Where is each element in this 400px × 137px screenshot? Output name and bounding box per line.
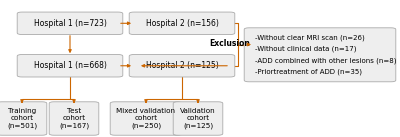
Text: Exclusion: Exclusion bbox=[210, 39, 250, 48]
FancyBboxPatch shape bbox=[244, 28, 396, 82]
Text: -Without clinical data (n=17): -Without clinical data (n=17) bbox=[255, 46, 356, 52]
FancyBboxPatch shape bbox=[173, 102, 223, 135]
Text: -Without clear MRI scan (n=26): -Without clear MRI scan (n=26) bbox=[255, 34, 365, 41]
Text: Hospital 1 (n=668): Hospital 1 (n=668) bbox=[34, 61, 106, 70]
Text: -ADD combined with other lesions (n=8): -ADD combined with other lesions (n=8) bbox=[255, 57, 396, 64]
Text: Hospital 1 (n=723): Hospital 1 (n=723) bbox=[34, 19, 106, 28]
FancyBboxPatch shape bbox=[129, 12, 235, 35]
FancyBboxPatch shape bbox=[17, 12, 123, 35]
FancyBboxPatch shape bbox=[110, 102, 182, 135]
FancyBboxPatch shape bbox=[17, 55, 123, 77]
FancyBboxPatch shape bbox=[49, 102, 99, 135]
Text: Validation
cohort
(n=125): Validation cohort (n=125) bbox=[180, 108, 216, 129]
Text: Test
cohort
(n=167): Test cohort (n=167) bbox=[59, 108, 89, 129]
Text: Hospital 2 (n=156): Hospital 2 (n=156) bbox=[146, 19, 218, 28]
Text: Mixed validation
cohort
(n=250): Mixed validation cohort (n=250) bbox=[116, 108, 176, 129]
Text: Training
cohort
(n=501): Training cohort (n=501) bbox=[7, 108, 37, 129]
FancyBboxPatch shape bbox=[129, 55, 235, 77]
Text: Hospital 2 (n=125): Hospital 2 (n=125) bbox=[146, 61, 218, 70]
FancyBboxPatch shape bbox=[0, 102, 47, 135]
Text: -Priortreatment of ADD (n=35): -Priortreatment of ADD (n=35) bbox=[255, 69, 362, 75]
